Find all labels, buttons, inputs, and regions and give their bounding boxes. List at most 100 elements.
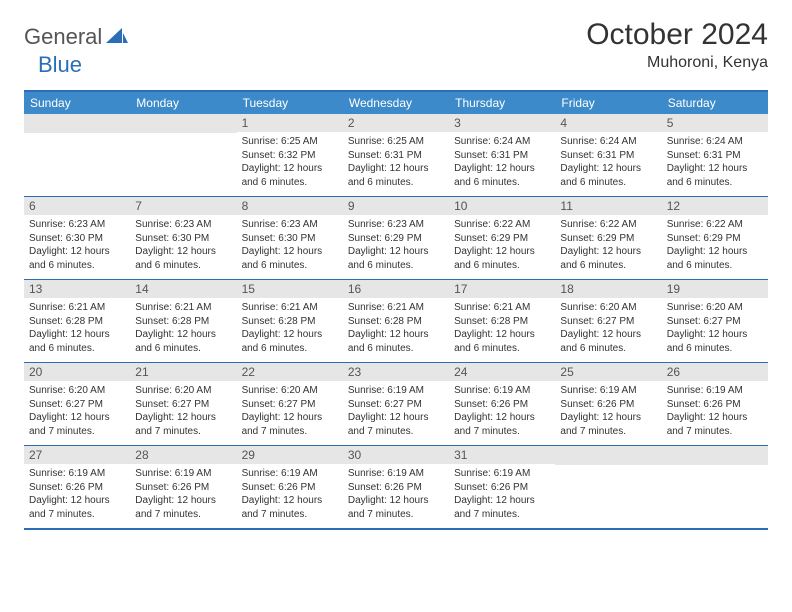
day-body: Sunrise: 6:19 AMSunset: 6:26 PMDaylight:… xyxy=(237,464,343,526)
sunset-text: Sunset: 6:31 PM xyxy=(560,149,656,163)
day-cell: 9Sunrise: 6:23 AMSunset: 6:29 PMDaylight… xyxy=(343,197,449,279)
sunrise-text: Sunrise: 6:22 AM xyxy=(667,218,763,232)
day-cell xyxy=(662,446,768,528)
day-number: 18 xyxy=(555,280,661,298)
day-number xyxy=(555,446,661,465)
day-cell: 30Sunrise: 6:19 AMSunset: 6:26 PMDayligh… xyxy=(343,446,449,528)
day-body: Sunrise: 6:19 AMSunset: 6:26 PMDaylight:… xyxy=(24,464,130,526)
day-cell: 19Sunrise: 6:20 AMSunset: 6:27 PMDayligh… xyxy=(662,280,768,362)
day-cell: 15Sunrise: 6:21 AMSunset: 6:28 PMDayligh… xyxy=(237,280,343,362)
day-cell: 3Sunrise: 6:24 AMSunset: 6:31 PMDaylight… xyxy=(449,114,555,196)
day-number: 7 xyxy=(130,197,236,215)
day-body: Sunrise: 6:24 AMSunset: 6:31 PMDaylight:… xyxy=(555,132,661,194)
sunset-text: Sunset: 6:29 PM xyxy=(560,232,656,246)
daylight-text: Daylight: 12 hours and 6 minutes. xyxy=(348,328,444,355)
day-cell: 6Sunrise: 6:23 AMSunset: 6:30 PMDaylight… xyxy=(24,197,130,279)
day-cell: 31Sunrise: 6:19 AMSunset: 6:26 PMDayligh… xyxy=(449,446,555,528)
day-body: Sunrise: 6:24 AMSunset: 6:31 PMDaylight:… xyxy=(449,132,555,194)
day-cell: 29Sunrise: 6:19 AMSunset: 6:26 PMDayligh… xyxy=(237,446,343,528)
daylight-text: Daylight: 12 hours and 6 minutes. xyxy=(242,162,338,189)
day-number: 16 xyxy=(343,280,449,298)
day-cell: 13Sunrise: 6:21 AMSunset: 6:28 PMDayligh… xyxy=(24,280,130,362)
day-number: 14 xyxy=(130,280,236,298)
sunrise-text: Sunrise: 6:23 AM xyxy=(135,218,231,232)
daylight-text: Daylight: 12 hours and 6 minutes. xyxy=(454,328,550,355)
daylight-text: Daylight: 12 hours and 7 minutes. xyxy=(29,411,125,438)
sunrise-text: Sunrise: 6:20 AM xyxy=(242,384,338,398)
sunrise-text: Sunrise: 6:23 AM xyxy=(29,218,125,232)
day-body: Sunrise: 6:19 AMSunset: 6:26 PMDaylight:… xyxy=(555,381,661,443)
day-cell: 23Sunrise: 6:19 AMSunset: 6:27 PMDayligh… xyxy=(343,363,449,445)
sunrise-text: Sunrise: 6:20 AM xyxy=(135,384,231,398)
daylight-text: Daylight: 12 hours and 6 minutes. xyxy=(29,328,125,355)
daylight-text: Daylight: 12 hours and 6 minutes. xyxy=(560,162,656,189)
sunset-text: Sunset: 6:28 PM xyxy=(135,315,231,329)
day-body: Sunrise: 6:21 AMSunset: 6:28 PMDaylight:… xyxy=(449,298,555,360)
day-cell: 7Sunrise: 6:23 AMSunset: 6:30 PMDaylight… xyxy=(130,197,236,279)
sunrise-text: Sunrise: 6:22 AM xyxy=(454,218,550,232)
sunrise-text: Sunrise: 6:21 AM xyxy=(135,301,231,315)
day-cell: 28Sunrise: 6:19 AMSunset: 6:26 PMDayligh… xyxy=(130,446,236,528)
day-number: 9 xyxy=(343,197,449,215)
daylight-text: Daylight: 12 hours and 6 minutes. xyxy=(454,162,550,189)
daylight-text: Daylight: 12 hours and 6 minutes. xyxy=(560,328,656,355)
sunset-text: Sunset: 6:27 PM xyxy=(135,398,231,412)
sunset-text: Sunset: 6:26 PM xyxy=(348,481,444,495)
sunset-text: Sunset: 6:26 PM xyxy=(454,481,550,495)
day-body: Sunrise: 6:19 AMSunset: 6:26 PMDaylight:… xyxy=(449,381,555,443)
daylight-text: Daylight: 12 hours and 6 minutes. xyxy=(560,245,656,272)
sunrise-text: Sunrise: 6:19 AM xyxy=(242,467,338,481)
day-cell: 12Sunrise: 6:22 AMSunset: 6:29 PMDayligh… xyxy=(662,197,768,279)
day-cell: 20Sunrise: 6:20 AMSunset: 6:27 PMDayligh… xyxy=(24,363,130,445)
day-body: Sunrise: 6:21 AMSunset: 6:28 PMDaylight:… xyxy=(24,298,130,360)
sunset-text: Sunset: 6:27 PM xyxy=(560,315,656,329)
day-body: Sunrise: 6:23 AMSunset: 6:30 PMDaylight:… xyxy=(130,215,236,277)
sunset-text: Sunset: 6:28 PM xyxy=(454,315,550,329)
sunset-text: Sunset: 6:27 PM xyxy=(242,398,338,412)
daylight-text: Daylight: 12 hours and 6 minutes. xyxy=(348,162,444,189)
day-body: Sunrise: 6:20 AMSunset: 6:27 PMDaylight:… xyxy=(555,298,661,360)
day-cell: 27Sunrise: 6:19 AMSunset: 6:26 PMDayligh… xyxy=(24,446,130,528)
daylight-text: Daylight: 12 hours and 6 minutes. xyxy=(242,245,338,272)
day-cell: 5Sunrise: 6:24 AMSunset: 6:31 PMDaylight… xyxy=(662,114,768,196)
sunset-text: Sunset: 6:27 PM xyxy=(348,398,444,412)
sunset-text: Sunset: 6:30 PM xyxy=(242,232,338,246)
calendar-grid: Sunday Monday Tuesday Wednesday Thursday… xyxy=(24,90,768,530)
day-number: 2 xyxy=(343,114,449,132)
logo: General xyxy=(24,24,130,50)
day-number xyxy=(662,446,768,465)
sunrise-text: Sunrise: 6:24 AM xyxy=(454,135,550,149)
sunset-text: Sunset: 6:31 PM xyxy=(667,149,763,163)
day-cell: 26Sunrise: 6:19 AMSunset: 6:26 PMDayligh… xyxy=(662,363,768,445)
day-body: Sunrise: 6:21 AMSunset: 6:28 PMDaylight:… xyxy=(237,298,343,360)
day-body xyxy=(555,465,661,473)
weeks-container: 1Sunrise: 6:25 AMSunset: 6:32 PMDaylight… xyxy=(24,114,768,528)
daylight-text: Daylight: 12 hours and 6 minutes. xyxy=(667,328,763,355)
daylight-text: Daylight: 12 hours and 7 minutes. xyxy=(454,494,550,521)
day-body: Sunrise: 6:25 AMSunset: 6:31 PMDaylight:… xyxy=(343,132,449,194)
week-row: 1Sunrise: 6:25 AMSunset: 6:32 PMDaylight… xyxy=(24,114,768,196)
day-cell xyxy=(555,446,661,528)
daylight-text: Daylight: 12 hours and 6 minutes. xyxy=(348,245,444,272)
day-cell: 24Sunrise: 6:19 AMSunset: 6:26 PMDayligh… xyxy=(449,363,555,445)
sunrise-text: Sunrise: 6:24 AM xyxy=(667,135,763,149)
sunset-text: Sunset: 6:26 PM xyxy=(667,398,763,412)
day-number: 15 xyxy=(237,280,343,298)
sunrise-text: Sunrise: 6:19 AM xyxy=(454,467,550,481)
sunset-text: Sunset: 6:26 PM xyxy=(560,398,656,412)
sunset-text: Sunset: 6:30 PM xyxy=(29,232,125,246)
sunset-text: Sunset: 6:29 PM xyxy=(667,232,763,246)
dayhead-sun: Sunday xyxy=(24,92,130,114)
daylight-text: Daylight: 12 hours and 7 minutes. xyxy=(242,494,338,521)
sunset-text: Sunset: 6:28 PM xyxy=(242,315,338,329)
day-body: Sunrise: 6:24 AMSunset: 6:31 PMDaylight:… xyxy=(662,132,768,194)
day-body: Sunrise: 6:19 AMSunset: 6:26 PMDaylight:… xyxy=(130,464,236,526)
daylight-text: Daylight: 12 hours and 6 minutes. xyxy=(135,245,231,272)
week-row: 13Sunrise: 6:21 AMSunset: 6:28 PMDayligh… xyxy=(24,279,768,362)
day-number: 23 xyxy=(343,363,449,381)
sunset-text: Sunset: 6:27 PM xyxy=(29,398,125,412)
sunrise-text: Sunrise: 6:19 AM xyxy=(560,384,656,398)
day-body xyxy=(24,133,130,141)
day-cell: 10Sunrise: 6:22 AMSunset: 6:29 PMDayligh… xyxy=(449,197,555,279)
day-number: 12 xyxy=(662,197,768,215)
